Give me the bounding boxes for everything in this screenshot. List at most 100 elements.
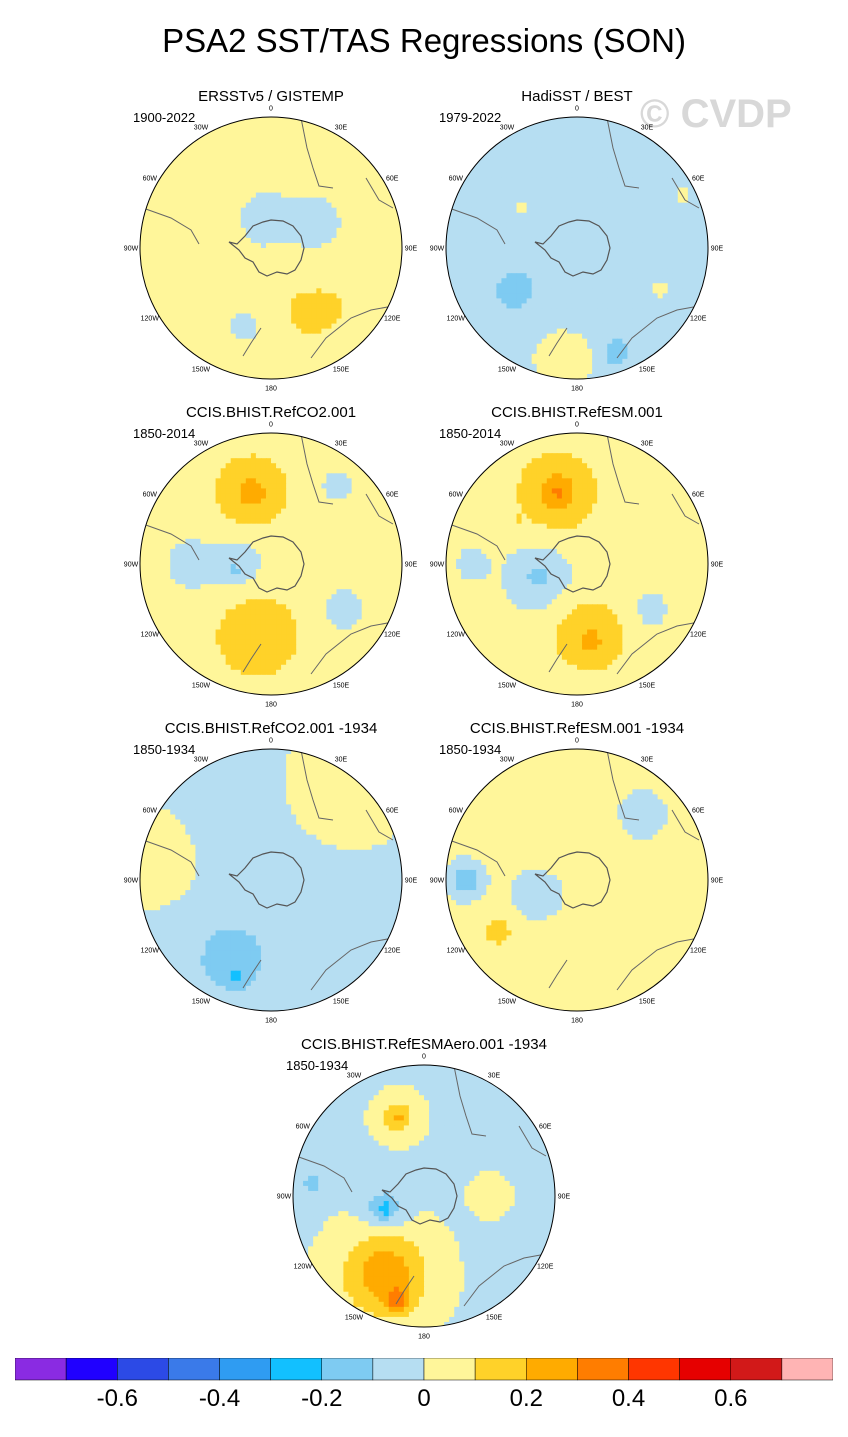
field-cell [200,303,207,310]
field-cell [496,207,503,214]
field-cell [235,152,242,158]
field-cell [346,273,353,279]
field-cell [566,313,573,320]
field-cell [190,157,197,163]
field-cell [205,453,212,459]
field-cell [165,167,171,174]
field-cell [271,147,277,153]
field-cell [255,172,262,179]
field-cell [496,273,503,279]
field-cell [662,167,669,174]
field-cell [260,237,267,244]
field-cell [592,248,598,254]
field-cell [566,253,573,259]
field-cell [556,152,563,158]
field-cell [652,298,659,305]
field-cell [672,338,679,345]
field-cell [245,197,252,204]
field-cell [311,313,317,320]
field-cell [311,253,317,259]
field-cell [476,323,482,330]
field-cell [622,253,628,259]
field-cell [150,192,156,199]
field-cell [677,222,684,229]
field-cell [667,318,674,325]
field-cell [321,192,328,199]
field-cell [521,192,528,199]
field-cell [331,237,338,244]
field-cell [647,288,654,294]
field-cell [587,313,593,320]
field-cell [627,242,634,249]
field-cell [215,343,222,350]
longitude-label: 30W [194,124,209,131]
field-cell [531,117,538,123]
field-cell [587,328,593,335]
field-cell [331,197,338,204]
field-cell [597,137,603,143]
field-cell [165,303,171,310]
field-cell [281,353,287,360]
field-cell [260,167,267,174]
field-cell [642,333,649,340]
field-cell [230,263,237,269]
field-cell [210,493,217,500]
field-cell [336,263,343,269]
field-cell [170,488,176,495]
field-cell [321,458,328,464]
field-cell [376,303,383,310]
field-cell [496,242,503,249]
field-cell [165,323,171,330]
field-cell [351,288,358,294]
field-cell [376,298,383,305]
field-cell [386,253,393,259]
field-cell [200,493,207,500]
field-cell [561,207,568,214]
field-cell [446,237,452,244]
field-cell [612,242,618,249]
field-cell [145,263,151,269]
field-cell [271,222,277,229]
field-cell [331,483,338,490]
field-cell [571,137,578,143]
field-cell [240,122,247,128]
field-cell [250,253,257,259]
field-cell [476,222,482,229]
field-cell [281,278,287,284]
field-cell [235,463,242,469]
field-cell [331,227,338,234]
field-cell [511,308,518,315]
field-cell [180,197,186,204]
field-cell [286,478,292,484]
field-cell [346,343,353,350]
field-cell [326,152,333,158]
field-cell [220,318,227,325]
field-cell [155,258,161,264]
field-cell [506,167,513,174]
field-cell [637,298,644,305]
field-cell [451,278,457,284]
field-cell [321,483,328,490]
field-cell [466,202,472,209]
field-cell [271,237,277,244]
field-cell [200,318,207,325]
field-cell [561,212,568,219]
field-cell [245,122,252,128]
field-cell [476,283,482,289]
field-cell [366,187,373,194]
field-cell [306,343,312,350]
field-cell [376,263,383,269]
field-cell [260,293,267,299]
field-cell [245,443,252,449]
field-cell [210,483,217,490]
field-cell [602,253,608,259]
field-cell [551,142,558,148]
field-cell [481,263,487,269]
field-cell [466,167,472,174]
field-cell [306,227,312,234]
field-cell [561,177,568,184]
field-cell [602,308,608,315]
field-cell [456,283,462,289]
field-cell [526,187,533,194]
field-cell [531,338,538,345]
